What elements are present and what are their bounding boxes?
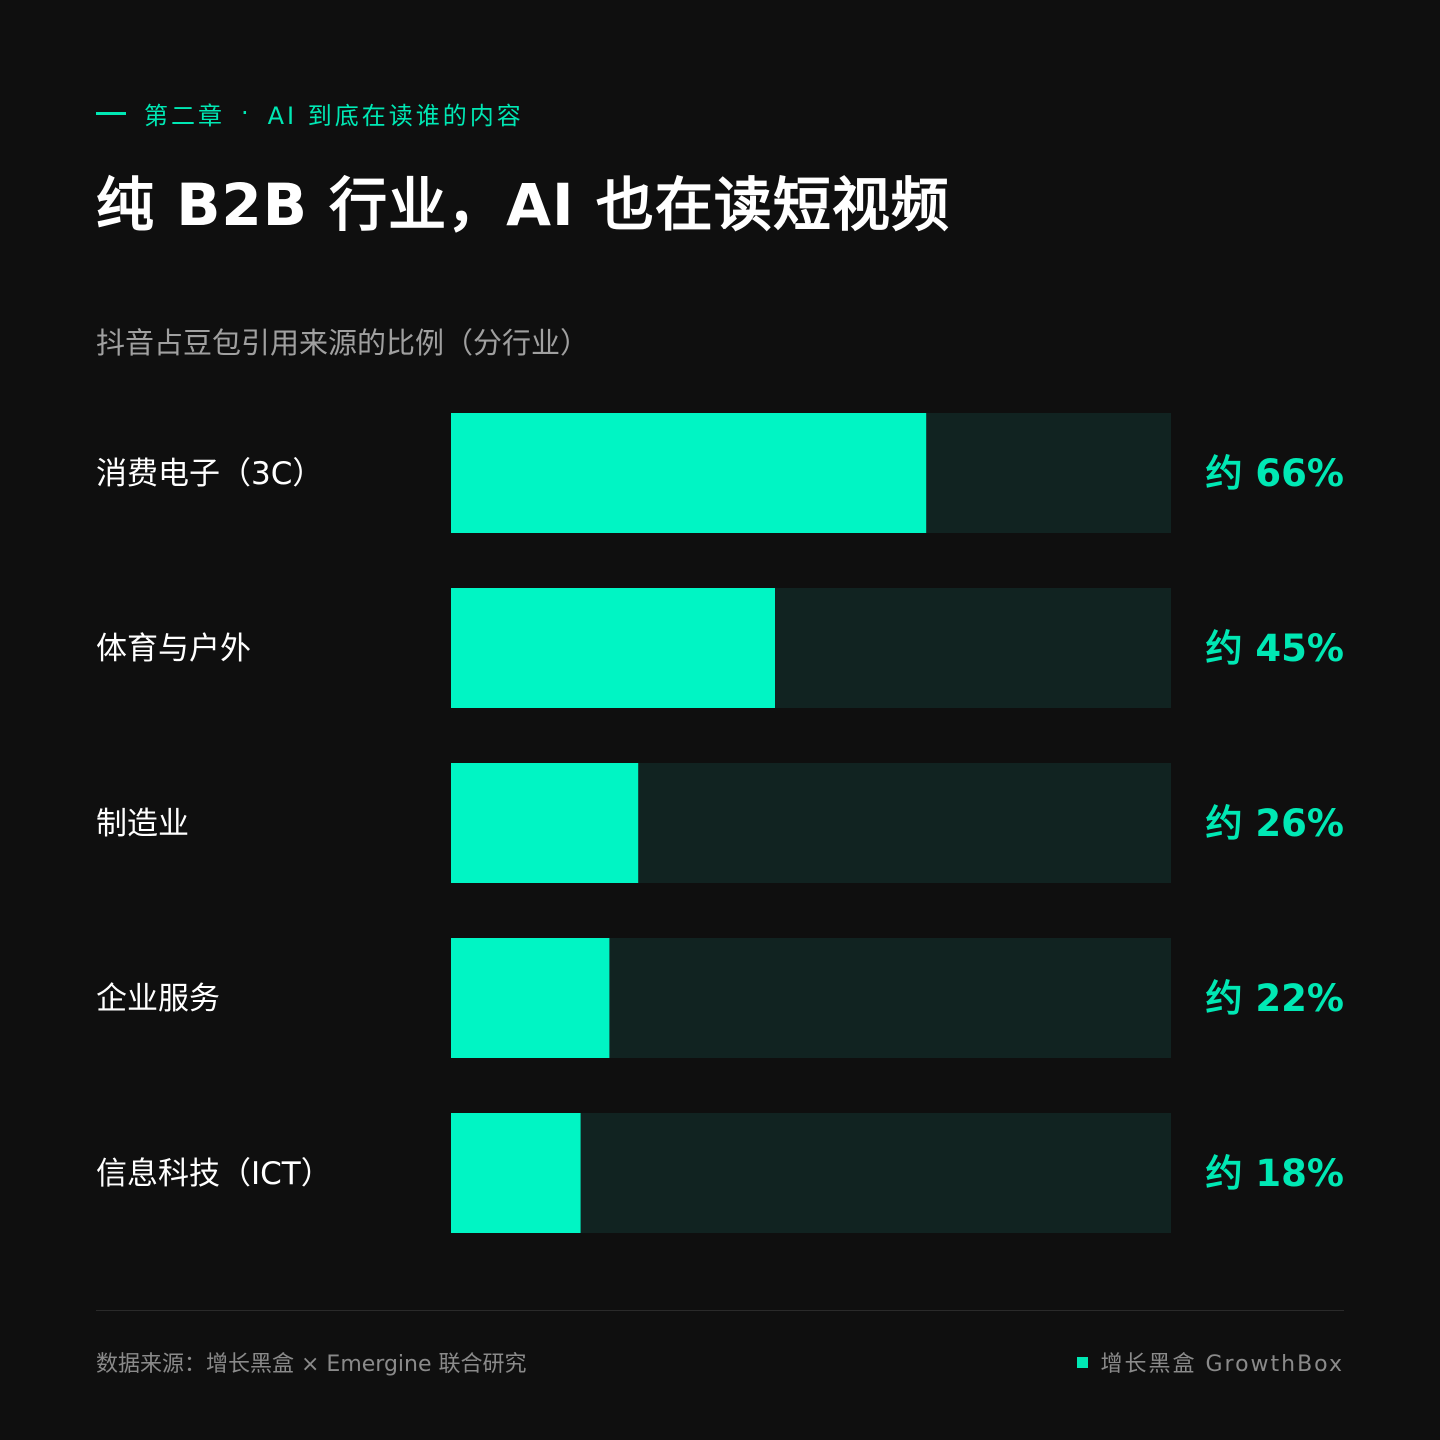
brand-mark: 增长黑盒 GrowthBox	[1077, 1346, 1344, 1378]
category-label: 消费电子（3C）	[96, 456, 323, 492]
category-label: 企业服务	[96, 981, 220, 1017]
bar	[451, 588, 775, 708]
value-label: 约 45%	[1206, 627, 1344, 670]
category-label: 制造业	[96, 806, 189, 842]
kicker-topic: AI 到底在读谁的内容	[267, 101, 524, 130]
category-label: 信息科技（ICT）	[96, 1156, 332, 1192]
bar	[451, 763, 639, 883]
bar-row: 体育与户外 约 45%	[96, 588, 1344, 708]
kicker-dash	[96, 111, 126, 115]
brand-square-icon	[1077, 1356, 1089, 1368]
chart-subtitle: 抖音占豆包引用来源的比例（分行业）	[96, 326, 590, 360]
chapter-kicker: 第二章 · AI 到底在读谁的内容	[96, 96, 524, 130]
bar	[451, 1113, 581, 1233]
page-title: 纯 B2B 行业，AI 也在读短视频	[96, 171, 950, 239]
brand-name: 增长黑盒 GrowthBox	[1100, 1352, 1344, 1377]
bar	[451, 413, 927, 533]
bar	[451, 938, 610, 1058]
kicker-dot: ·	[241, 99, 252, 127]
kicker-chapter: 第二章	[144, 101, 225, 130]
data-source: 数据来源：增长黑盒 × Emergine 联合研究	[96, 1352, 527, 1377]
bar-row: 消费电子（3C） 约 66%	[96, 413, 1344, 533]
value-label: 约 18%	[1206, 1152, 1344, 1195]
footer-divider	[96, 1310, 1344, 1311]
bar-row: 企业服务 约 22%	[96, 938, 1344, 1058]
value-label: 约 22%	[1206, 977, 1344, 1020]
value-label: 约 66%	[1206, 452, 1344, 495]
bar-row: 信息科技（ICT） 约 18%	[96, 1113, 1344, 1233]
value-label: 约 26%	[1206, 802, 1344, 845]
bar-row: 制造业 约 26%	[96, 763, 1344, 883]
category-label: 体育与户外	[96, 631, 251, 667]
